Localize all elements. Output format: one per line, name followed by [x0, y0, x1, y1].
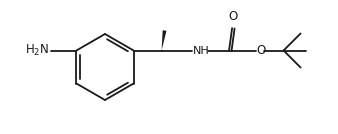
Text: O: O	[257, 44, 266, 57]
Text: O: O	[229, 10, 238, 23]
Polygon shape	[162, 30, 166, 51]
Text: NH: NH	[193, 46, 209, 57]
Text: H$_2$N: H$_2$N	[25, 43, 49, 58]
